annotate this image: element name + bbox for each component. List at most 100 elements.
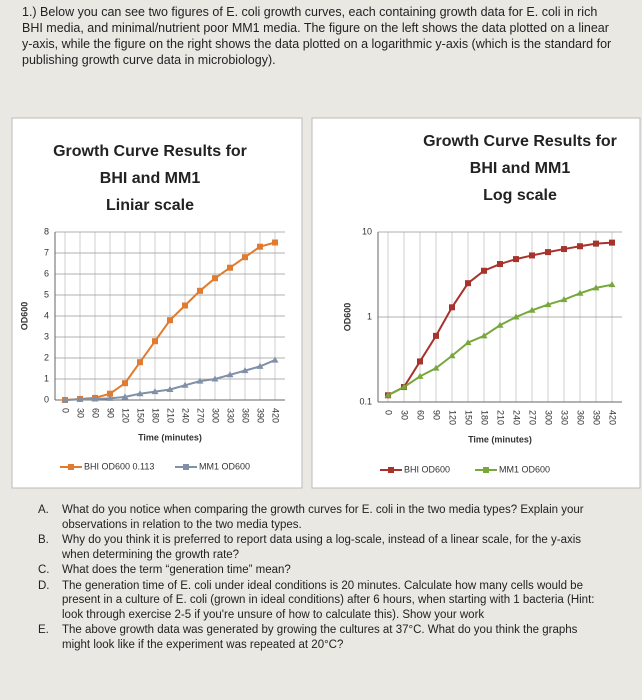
point bbox=[152, 338, 158, 345]
x-tick-label: 30 bbox=[76, 408, 86, 418]
point bbox=[400, 383, 408, 390]
chart-frame bbox=[11, 117, 303, 489]
legend-label: MM1 OD600 bbox=[199, 461, 250, 471]
chart-frame bbox=[311, 117, 641, 489]
point bbox=[513, 256, 519, 263]
x-tick-label: 60 bbox=[416, 410, 426, 420]
point bbox=[242, 254, 248, 261]
x-tick-label: 0 bbox=[61, 408, 71, 413]
question: B. Why do you think it is preferred to re… bbox=[38, 533, 598, 562]
y-axis-label: OD600 bbox=[342, 303, 352, 332]
x-tick-label: 270 bbox=[528, 410, 538, 425]
point bbox=[166, 386, 174, 392]
point bbox=[608, 281, 616, 288]
legend-label: BHI OD600 0.113 bbox=[84, 461, 154, 471]
point bbox=[592, 284, 600, 291]
x-tick-label: 330 bbox=[226, 408, 236, 423]
question-text: The above growth data was generated by g… bbox=[62, 624, 578, 651]
x-tick-label: 180 bbox=[480, 410, 490, 425]
point bbox=[76, 395, 84, 402]
x-tick-label: 90 bbox=[106, 408, 116, 418]
question-letter: B. bbox=[38, 534, 49, 546]
x-tick-label: 360 bbox=[241, 408, 251, 423]
point bbox=[226, 371, 234, 378]
point bbox=[417, 358, 423, 365]
point bbox=[497, 261, 503, 268]
y-tick-label: 8 bbox=[44, 226, 49, 236]
point bbox=[107, 390, 113, 397]
chart-title: Liniar scale bbox=[106, 197, 194, 214]
x-tick-label: 120 bbox=[121, 408, 131, 423]
x-tick-label: 120 bbox=[448, 410, 458, 425]
y-tick-label: 4 bbox=[44, 310, 49, 320]
point bbox=[545, 249, 551, 256]
x-tick-label: 390 bbox=[592, 410, 602, 425]
point bbox=[167, 317, 173, 324]
x-tick-label: 390 bbox=[256, 408, 266, 423]
questions: A. What do you notice when comparing the … bbox=[38, 503, 598, 653]
point bbox=[136, 390, 144, 397]
x-tick-label: 240 bbox=[181, 408, 191, 423]
point bbox=[272, 239, 278, 246]
point bbox=[433, 332, 439, 339]
x-tick-label: 210 bbox=[496, 410, 506, 425]
point bbox=[241, 367, 249, 374]
point bbox=[593, 240, 599, 247]
x-tick-label: 60 bbox=[91, 408, 101, 418]
x-tick-label: 420 bbox=[271, 408, 281, 423]
point bbox=[137, 359, 143, 366]
point bbox=[576, 289, 584, 296]
x-tick-label: 330 bbox=[560, 410, 570, 425]
chart-title: Growth Curve Results for bbox=[53, 143, 247, 160]
question: A. What do you notice when comparing the … bbox=[38, 503, 598, 532]
y-tick-label: 7 bbox=[44, 247, 49, 257]
x-axis-label: Time (minutes) bbox=[468, 434, 532, 444]
question: C. What does the term “generation time” m… bbox=[38, 563, 598, 578]
legend-marker bbox=[68, 464, 74, 470]
point bbox=[561, 246, 567, 253]
question-letter: A. bbox=[38, 504, 49, 516]
y-tick-label: 0.1 bbox=[359, 396, 372, 406]
point bbox=[182, 302, 188, 309]
y-tick-label: 10 bbox=[362, 226, 372, 236]
y-tick-label: 5 bbox=[44, 289, 49, 299]
x-tick-label: 420 bbox=[608, 410, 618, 425]
point bbox=[257, 243, 263, 250]
point bbox=[211, 375, 219, 382]
y-tick-label: 6 bbox=[44, 268, 49, 278]
point bbox=[529, 252, 535, 259]
question: E. The above growth data was generated by… bbox=[38, 623, 598, 652]
y-tick-label: 1 bbox=[44, 373, 49, 383]
legend-marker bbox=[388, 467, 394, 473]
point bbox=[544, 301, 552, 308]
legend-marker bbox=[483, 467, 489, 473]
x-tick-label: 30 bbox=[400, 410, 410, 420]
point bbox=[61, 396, 69, 403]
point bbox=[227, 264, 233, 271]
x-tick-label: 90 bbox=[432, 410, 442, 420]
intro: 1.) Below you can see two figures of E. … bbox=[22, 5, 612, 67]
chart-title: BHI and MM1 bbox=[100, 170, 201, 187]
point bbox=[196, 377, 204, 384]
point bbox=[91, 395, 99, 402]
legend-marker bbox=[183, 464, 189, 470]
x-axis-label: Time (minutes) bbox=[138, 432, 202, 442]
point bbox=[577, 243, 583, 250]
point bbox=[512, 313, 520, 320]
point bbox=[256, 362, 264, 369]
question-letter: C. bbox=[38, 564, 50, 576]
x-tick-label: 0 bbox=[384, 410, 394, 415]
x-tick-label: 300 bbox=[211, 408, 221, 423]
legend-label: MM1 OD600 bbox=[499, 464, 550, 474]
x-tick-label: 360 bbox=[576, 410, 586, 425]
x-tick-label: 180 bbox=[151, 408, 161, 423]
point bbox=[181, 381, 189, 388]
question: D. The generation time of E. coli under i… bbox=[38, 579, 598, 623]
point bbox=[106, 394, 114, 401]
y-tick-label: 2 bbox=[44, 352, 49, 362]
x-tick-label: 210 bbox=[166, 408, 176, 423]
point bbox=[151, 388, 159, 395]
y-tick-label: 1 bbox=[367, 311, 372, 321]
